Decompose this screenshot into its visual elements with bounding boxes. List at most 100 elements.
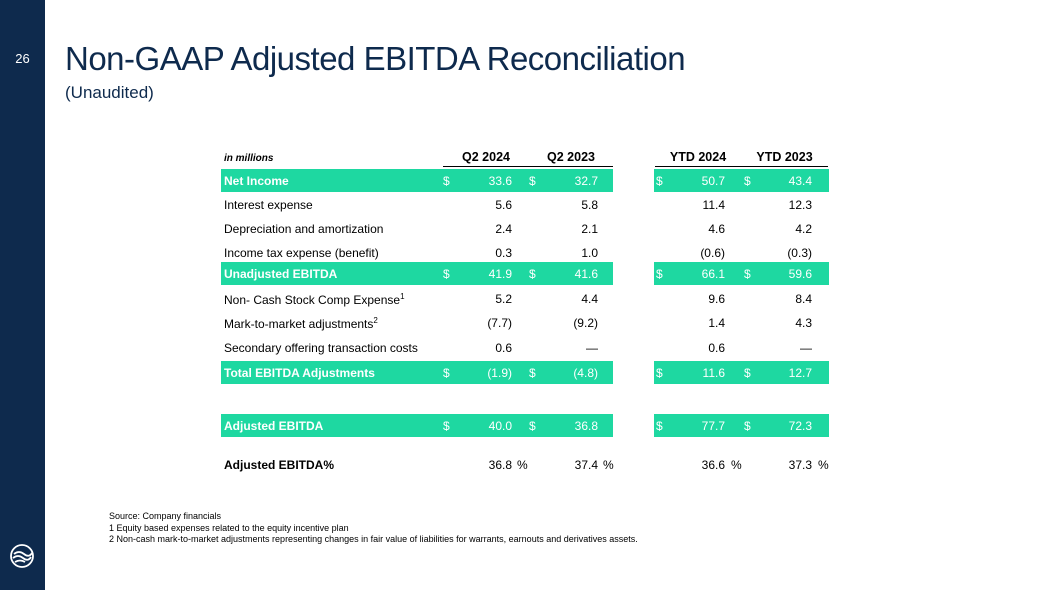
cell-value: 4.4 (581, 292, 598, 306)
currency-symbol: $ (744, 267, 751, 281)
unit-label: in millions (224, 153, 274, 164)
table-row: Secondary offering transaction costs 0.6 —… (221, 336, 829, 359)
footnote-source: Source: Company financials (109, 511, 222, 521)
col-header-q2-2023: Q2 2023 (529, 150, 613, 167)
cell-value: 50.7 (701, 174, 725, 188)
footnote-marker: 2 (373, 316, 378, 325)
footnotes: Source: Company financials 1 Equity base… (109, 511, 638, 546)
column-gap (613, 262, 654, 285)
cell-value: 9.6 (708, 292, 725, 306)
cell-value: 41.9 (488, 267, 512, 281)
table-row: Income tax expense (benefit) 0.3 1.0 (0.6) (… (221, 241, 829, 264)
cell-value: 12.3 (788, 198, 812, 212)
cell-value: 8.4 (795, 292, 812, 306)
currency-symbol: $ (744, 366, 751, 380)
cell-value: (0.6) (700, 246, 725, 260)
percent-sign: % (603, 458, 614, 472)
row-label: Non- Cash Stock Comp Expense1 (224, 292, 405, 307)
cell-value: 5.8 (581, 198, 598, 212)
column-gap (613, 361, 654, 384)
cell-value: 77.7 (701, 419, 725, 433)
currency-symbol: $ (656, 419, 663, 433)
table-row: Non- Cash Stock Comp Expense1 5.2 4.4 9.6 8.… (221, 287, 829, 310)
cell-value: 4.6 (708, 222, 725, 236)
cell-value: (9.2) (573, 316, 598, 330)
cell-value: 5.6 (495, 198, 512, 212)
cell-value: 11.6 (702, 366, 725, 380)
cell-value: 4.2 (795, 222, 812, 236)
cell-value: 1.4 (708, 316, 725, 330)
currency-symbol: $ (529, 366, 536, 380)
table-row: Unadjusted EBITDA $41.9 $41.6 $66.1 $59.6 (221, 262, 829, 285)
page-title: Non-GAAP Adjusted EBITDA Reconciliation (65, 40, 686, 77)
col-header-ytd-2023: YTD 2023 (741, 150, 828, 167)
cell-value: 0.6 (495, 341, 512, 355)
currency-symbol: $ (656, 174, 663, 188)
cell-value: — (586, 341, 598, 355)
row-label: Depreciation and amortization (224, 222, 384, 236)
cell-value: 43.4 (788, 174, 812, 188)
currency-symbol: $ (529, 419, 536, 433)
cell-value: (7.7) (487, 316, 512, 330)
table-row: Total EBITDA Adjustments $ (1.9) $ (4.8) $11.… (221, 361, 829, 384)
percent-sign: % (517, 458, 528, 472)
row-label: Total EBITDA Adjustments (224, 366, 375, 380)
cell-value: 12.7 (788, 366, 812, 380)
cell-value: 41.6 (574, 267, 598, 281)
table-row: Net Income $33.6 $32.7 $50.7 $43.4 (221, 169, 829, 192)
percent-sign: % (818, 458, 829, 472)
table-row: Mark-to-market adjustments2 (7.7) (9.2) 1.4… (221, 311, 829, 334)
currency-symbol: $ (656, 267, 663, 281)
currency-symbol: $ (529, 174, 536, 188)
page-number: 26 (15, 51, 30, 66)
row-label: Adjusted EBITDA (224, 419, 324, 433)
sidebar (0, 0, 45, 590)
footnote-1: 1 Equity based expenses related to the e… (109, 522, 349, 533)
row-label: Secondary offering transaction costs (224, 341, 418, 355)
col-header-ytd-2024: YTD 2024 (655, 150, 741, 167)
footnote-marker: 1 (400, 292, 405, 301)
currency-symbol: $ (443, 267, 450, 281)
currency-symbol: $ (744, 419, 751, 433)
currency-symbol: $ (443, 366, 450, 380)
cell-value: 1.0 (581, 246, 598, 260)
cell-value: 36.8 (488, 458, 512, 472)
row-label: Interest expense (224, 198, 313, 212)
cell-value: 2.4 (495, 222, 512, 236)
table-row: Adjusted EBITDA $40.0 $36.8 $77.7 $72.3 (221, 414, 829, 437)
row-label: Income tax expense (benefit) (224, 246, 379, 260)
cell-value: 11.4 (702, 198, 725, 212)
cell-value: 66.1 (701, 267, 725, 281)
currency-symbol: $ (744, 174, 751, 188)
cell-value: 4.3 (795, 316, 812, 330)
cell-value: (0.3) (787, 246, 812, 260)
page-subtitle: (Unaudited) (65, 83, 154, 102)
currency-symbol: $ (443, 174, 450, 188)
company-logo-icon (10, 544, 34, 568)
cell-value: 32.7 (574, 174, 598, 188)
currency-symbol: $ (443, 419, 450, 433)
currency-symbol: $ (656, 366, 663, 380)
cell-value: 37.3 (788, 458, 812, 472)
cell-value: 33.6 (488, 174, 512, 188)
column-gap (613, 169, 654, 192)
table-row: Depreciation and amortization 2.4 2.1 4.6 4.… (221, 217, 829, 240)
cell-value: 0.3 (495, 246, 512, 260)
cell-value: 5.2 (495, 292, 512, 306)
cell-value: 72.3 (788, 419, 812, 433)
footnote-2: 2 Non-cash mark-to-market adjustments re… (109, 534, 638, 544)
row-label: Net Income (224, 174, 289, 188)
row-label: Unadjusted EBITDA (224, 267, 338, 281)
column-gap (613, 414, 654, 437)
percent-sign: % (731, 458, 742, 472)
cell-value: (4.8) (573, 366, 598, 380)
cell-value: 40.0 (488, 419, 512, 433)
col-header-q2-2024: Q2 2024 (443, 150, 529, 167)
row-label: Mark-to-market adjustments2 (224, 316, 378, 331)
table-row: Adjusted EBITDA% 36.8% 37.4% 36.6% 37.3% (221, 453, 829, 476)
table-row: Interest expense 5.6 5.8 11.4 12.3 (221, 193, 829, 216)
cell-value: 36.6 (701, 458, 725, 472)
cell-value: 36.8 (574, 419, 598, 433)
cell-value: — (800, 341, 812, 355)
cell-value: (1.9) (487, 366, 512, 380)
